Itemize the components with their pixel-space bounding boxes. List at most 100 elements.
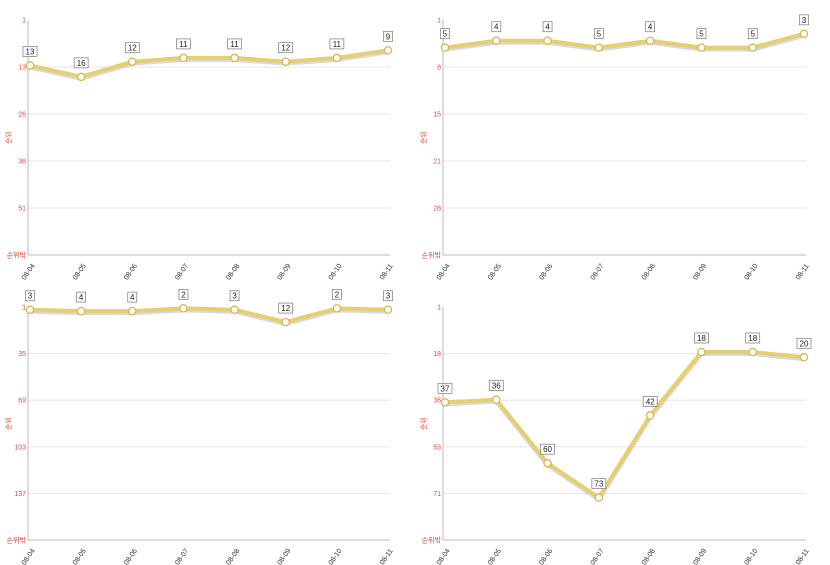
data-label-box — [278, 302, 294, 314]
series-line-shadow — [444, 351, 805, 502]
y-tick-label: 18 — [433, 351, 441, 358]
data-label: 2 — [332, 289, 342, 300]
data-label: 73 — [591, 478, 607, 489]
data-label-box — [437, 382, 453, 394]
x-tick-label: 08-11 — [379, 263, 395, 281]
data-label-text: 12 — [281, 44, 290, 53]
x-tick-label: 08-11 — [795, 263, 811, 281]
data-label-text: 12 — [128, 44, 137, 53]
data-label-text: 20 — [800, 339, 809, 348]
data-point — [332, 53, 342, 63]
y-tick-label: 35 — [18, 351, 26, 358]
data-label: 36 — [488, 380, 504, 392]
y-axis-title: 순위 — [420, 417, 428, 430]
y-tick-label: 21 — [433, 159, 441, 166]
x-tick-label: 08-08 — [225, 263, 241, 282]
x-tick-label: 08-06 — [123, 263, 139, 282]
x-tick-label: 08-04 — [21, 263, 37, 282]
x-tick-label: 08-09 — [276, 548, 292, 565]
x-tick-label: 08-07 — [174, 263, 190, 282]
data-point — [281, 57, 290, 66]
x-tick-label: 08-04 — [21, 548, 37, 565]
x-tick-label: 08-10 — [743, 548, 759, 565]
x-tick-label: 08-10 — [328, 548, 344, 565]
data-label-text: 37 — [441, 384, 450, 393]
data-label-box — [594, 28, 604, 39]
x-tick-label: 08-09 — [692, 548, 708, 565]
data-label: 5 — [440, 28, 450, 39]
x-tick-label: 08-11 — [379, 548, 395, 565]
y-tick-label: 순위밖 — [422, 251, 442, 260]
data-label-text: 2 — [181, 290, 186, 299]
data-label-text: 4 — [545, 23, 550, 32]
x-tick-label: 08-06 — [538, 548, 554, 565]
data-label-box — [332, 289, 342, 300]
data-point — [25, 61, 35, 70]
y-tick-label: 1 — [22, 305, 26, 312]
x-tick-label: 08-11 — [795, 548, 811, 565]
data-label-box — [229, 290, 240, 302]
data-label-box — [645, 21, 655, 33]
data-label-box — [440, 28, 450, 39]
data-point — [697, 43, 706, 52]
data-label-box — [745, 332, 761, 344]
data-label-text: 9 — [386, 32, 391, 41]
y-tick-label: 순위밖 — [7, 251, 27, 260]
x-tick-label: 08-10 — [743, 263, 759, 282]
series-line — [29, 306, 389, 325]
data-label-box — [642, 396, 658, 407]
data-label: 4 — [542, 21, 553, 33]
data-label-text: 3 — [28, 292, 33, 301]
data-label-text: 60 — [543, 445, 552, 454]
data-label-text: 5 — [597, 30, 602, 39]
data-label-text: 3 — [802, 16, 807, 25]
data-label-text: 36 — [492, 382, 501, 391]
data-label-box — [696, 28, 707, 39]
y-tick-label: 28 — [433, 206, 441, 213]
data-label: 11 — [329, 38, 345, 50]
data-label: 5 — [747, 28, 758, 39]
data-label: 4 — [127, 291, 138, 303]
data-label-box — [542, 21, 553, 33]
data-label: 11 — [176, 38, 191, 50]
data-point — [543, 458, 552, 468]
data-label-text: 11 — [333, 40, 342, 49]
data-label-box — [747, 28, 758, 39]
data-point — [128, 306, 137, 316]
data-point — [281, 317, 290, 327]
data-label-box — [227, 38, 242, 50]
y-tick-label: 26 — [18, 112, 26, 119]
data-point — [748, 347, 757, 357]
y-tick-label: 36 — [433, 398, 441, 405]
data-point — [25, 305, 35, 314]
data-label: 4 — [76, 291, 86, 303]
x-tick-label: 08-06 — [123, 548, 139, 565]
data-label-box — [591, 478, 607, 489]
data-point — [440, 398, 450, 407]
data-point — [179, 53, 188, 63]
chart-2: 1 8 15 21 28 순위밖 순위 08-04 08-05 08-06 08-07 08-08 08… — [420, 14, 811, 282]
data-label: 42 — [642, 396, 658, 407]
series-line — [444, 31, 805, 50]
y-axis-title: 순위 — [5, 131, 13, 144]
data-point — [230, 53, 239, 63]
data-label-text: 4 — [130, 293, 135, 302]
y-tick-label: 순위밖 — [7, 536, 27, 545]
y-tick-label: 38 — [18, 159, 26, 166]
x-tick-label: 08-05 — [487, 263, 503, 282]
data-label: 11 — [227, 38, 242, 50]
data-label-text: 16 — [77, 59, 86, 68]
data-label: 20 — [796, 337, 812, 349]
y-axis-title: 순위 — [420, 131, 428, 144]
data-label-text: 4 — [79, 293, 84, 302]
data-label-text: 3 — [386, 292, 391, 301]
x-tick-label: 08-07 — [590, 263, 606, 282]
data-label: 5 — [696, 28, 707, 39]
data-label-text: 5 — [750, 30, 755, 39]
data-label-box — [383, 30, 393, 42]
data-label: 3 — [799, 14, 809, 26]
x-tick-label: 08-08 — [641, 263, 657, 282]
x-tick-label: 08-06 — [538, 263, 554, 282]
y-tick-label: 15 — [433, 112, 441, 119]
data-label-box — [178, 289, 189, 300]
